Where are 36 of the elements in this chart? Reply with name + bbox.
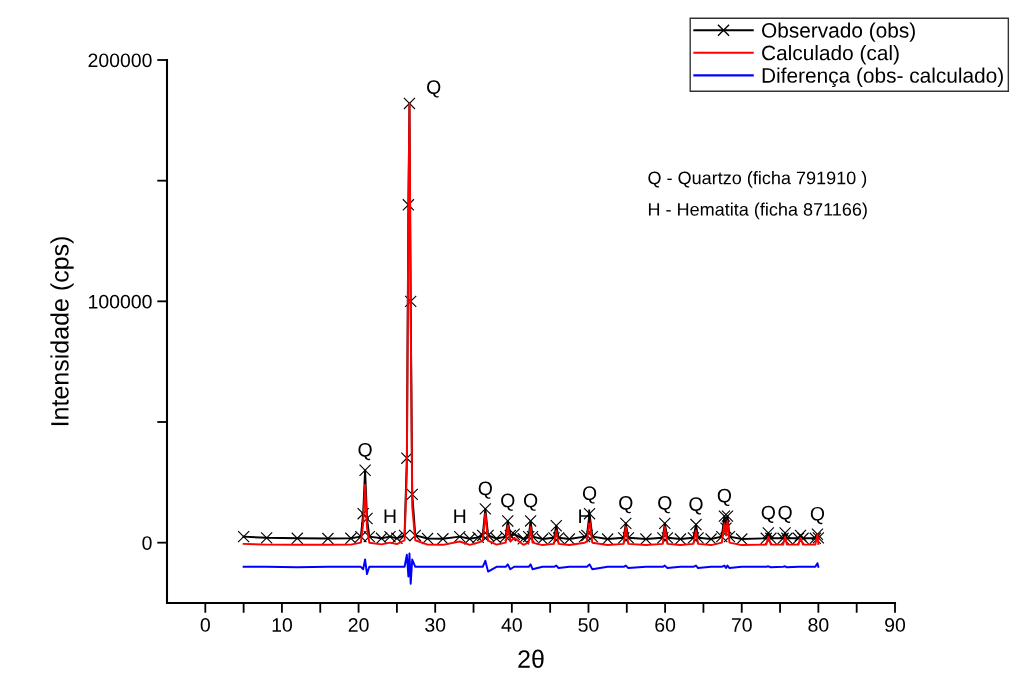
annotation: Q — [582, 486, 597, 504]
annotation: Q — [478, 481, 492, 499]
x-axis-title: 2θ — [518, 649, 544, 668]
line-series — [242, 552, 820, 585]
annotation: Q — [761, 505, 775, 523]
annotation: H — [384, 509, 396, 523]
x-tick-label: 90 — [885, 618, 906, 632]
annotation: Q — [810, 506, 825, 525]
annotation: Q — [501, 493, 515, 511]
x-tick-label: 10 — [272, 618, 292, 632]
x-tick-label: 30 — [425, 618, 446, 632]
annotation: Q — [427, 80, 441, 98]
x-tick-label: 50 — [578, 618, 599, 632]
annotation: Q — [658, 496, 672, 514]
x-tick-label: 70 — [731, 618, 752, 632]
y-axis-title: Intensidade (cps) — [50, 237, 74, 426]
annotation: Q — [358, 442, 372, 461]
x-tick-label: 20 — [348, 618, 369, 632]
x-tick-label: 0 — [200, 618, 210, 632]
y-tick-label: 200000 — [88, 53, 152, 68]
legend-label: Diferença (obs- calculado) — [762, 67, 1003, 88]
annotation: Q - Quartzo (ficha 791910 ) — [648, 171, 867, 188]
annotation: H — [454, 509, 466, 523]
annotation: Q — [717, 488, 732, 507]
x-tick-label: 40 — [501, 618, 522, 632]
annotation: Q — [619, 496, 633, 514]
x-tick-label: 60 — [655, 618, 676, 632]
legend-label: Calculado (cal) — [762, 45, 899, 65]
x-tick-label: 80 — [808, 618, 829, 632]
annotation: H - Hematita (ficha 871166) — [648, 202, 867, 220]
annotation: Q — [689, 497, 703, 515]
legend-label: Observado (obs) — [762, 22, 915, 42]
annotation: Q — [523, 493, 538, 511]
y-tick-label: 0 — [142, 536, 152, 550]
y-tick-label: 100000 — [89, 294, 152, 309]
annotation: Q — [778, 505, 792, 523]
